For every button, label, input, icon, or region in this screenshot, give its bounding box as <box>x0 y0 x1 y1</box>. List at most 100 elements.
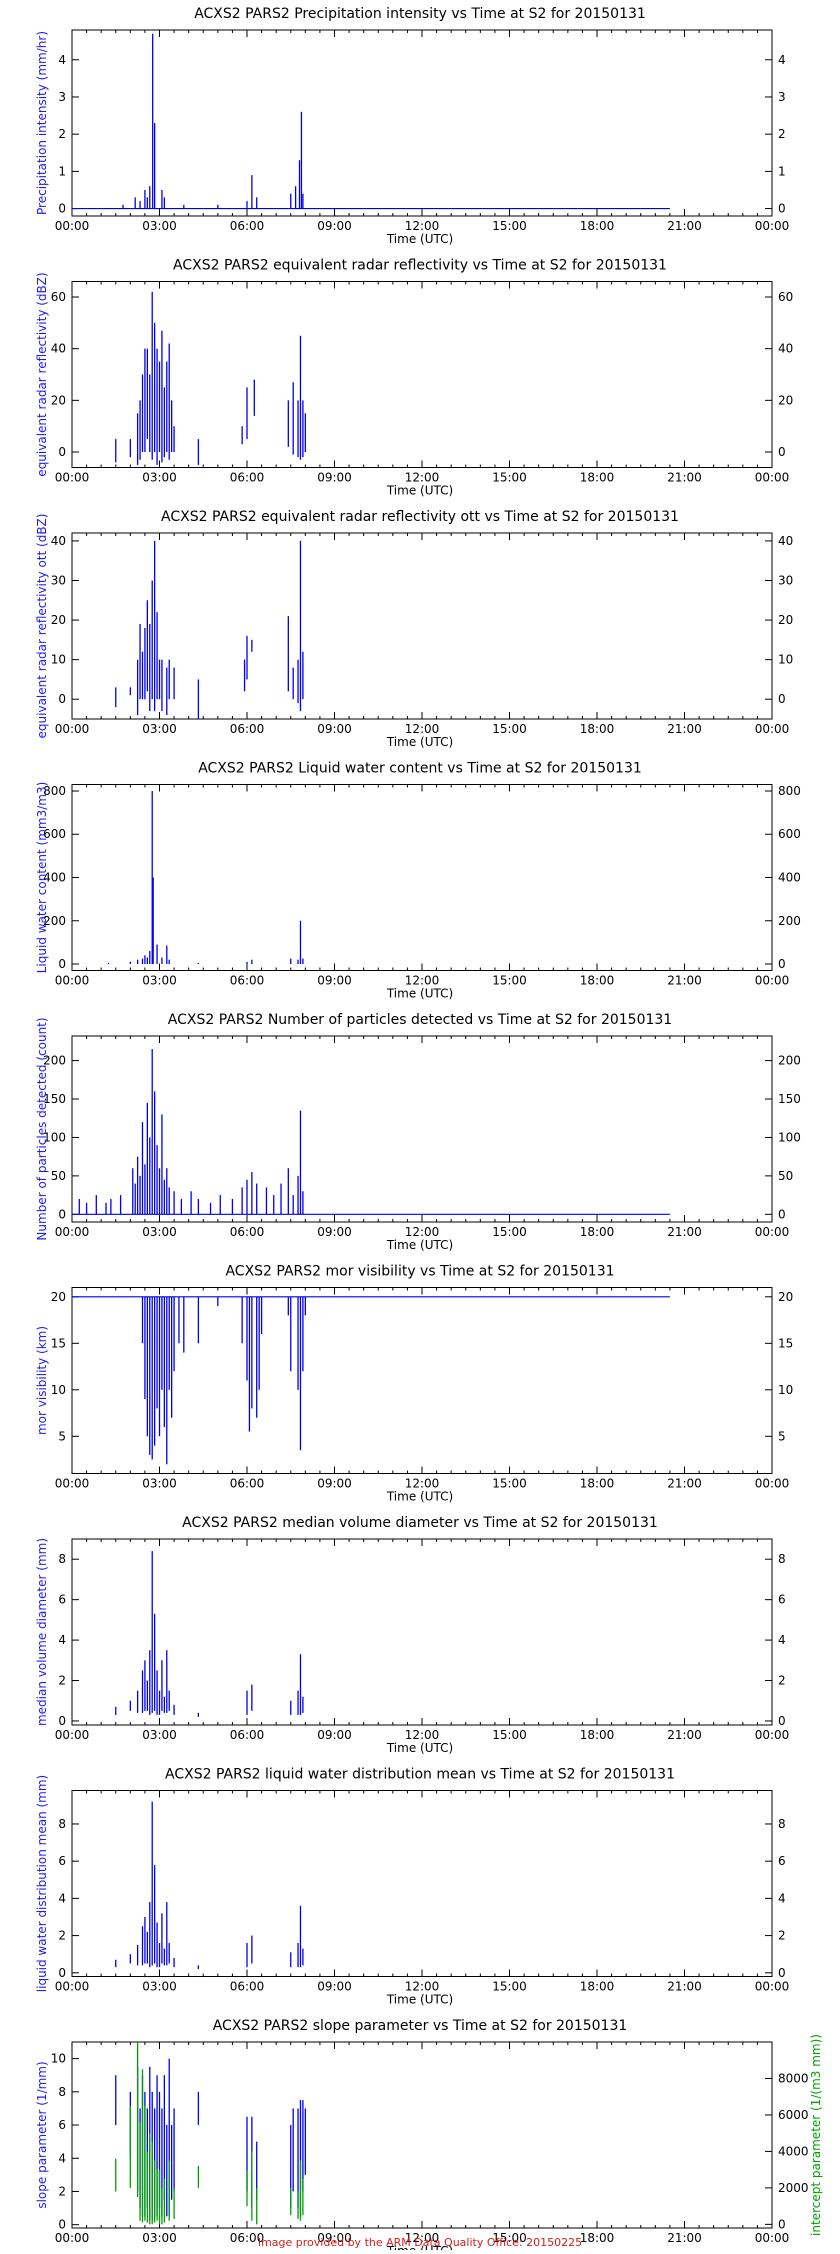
panel-9-y2-tick-label: 8000 <box>778 2071 809 2085</box>
panel-5-y-tick-label-right: 200 <box>778 1054 801 1068</box>
panel-9-plot-frame <box>71 2041 773 2229</box>
panel-3-x-axis-label: Time (UTC) <box>386 735 453 749</box>
panel-2-y-tick-label-right: 20 <box>778 393 793 407</box>
panel-5-y-tick-label: 100 <box>43 1130 66 1144</box>
panel-9-y-tick-label: 2 <box>58 2184 66 2198</box>
panel-5-y-tick-label: 50 <box>51 1169 66 1183</box>
panel-9-x-tick-label: 09:00 <box>317 2231 352 2245</box>
panel-2-y-tick-label: 40 <box>51 342 66 356</box>
panel-7-y-tick-label: 6 <box>58 1593 66 1607</box>
panel-8-x-tick-label: 09:00 <box>317 1980 352 1994</box>
panel-8-y-tick-label: 6 <box>58 1854 66 1868</box>
panel-9-x-tick-label: 15:00 <box>492 2231 527 2245</box>
panel-4-x-tick-label: 12:00 <box>405 974 440 988</box>
panel-4-x-tick-label: 09:00 <box>317 974 352 988</box>
panel-3-y-tick-label-right: 20 <box>778 613 793 627</box>
panel-8-y-tick-label-right: 8 <box>778 1817 786 1831</box>
panel-1-y-tick-label-right: 1 <box>778 164 786 178</box>
panel-4-y-axis-label: Liquid water content (mm3/m3) <box>35 782 49 974</box>
panel-7-x-tick-label: 00:00 <box>55 1728 90 1742</box>
panel-7-y-tick-label: 0 <box>58 1714 66 1728</box>
panel-3-x-tick-label: 15:00 <box>492 722 527 736</box>
panel-4-x-tick-label: 21:00 <box>667 974 702 988</box>
panel-2-x-tick-label: 18:00 <box>580 471 615 485</box>
panel-4-x-tick-label: 15:00 <box>492 974 527 988</box>
panel-8-x-tick-label: 21:00 <box>667 1980 702 1994</box>
panel-5-x-axis-label: Time (UTC) <box>386 1238 453 1252</box>
panel-8-y-tick-label: 8 <box>58 1817 66 1831</box>
panel-5-x-tick-label: 09:00 <box>317 1225 352 1239</box>
panel-1-y-tick-label: 1 <box>58 164 66 178</box>
panel-9-x-tick-label: 12:00 <box>405 2231 440 2245</box>
panel-3-x-tick-label: 00:00 <box>755 722 790 736</box>
panel-7-y-tick-label: 4 <box>58 1633 66 1647</box>
panel-9-title: ACXS2 PARS2 slope parameter vs Time at S… <box>213 2018 628 2034</box>
panel-6-y-tick-label: 5 <box>58 1429 66 1443</box>
credit-line: Image provided by the ARM Data Quality O… <box>257 2236 583 2249</box>
panel-8-title: ACXS2 PARS2 liquid water distribution me… <box>165 1767 675 1783</box>
panel-1-plot-frame <box>71 29 773 217</box>
panel-1-x-axis-label: Time (UTC) <box>386 232 453 246</box>
panel-7-y-tick-label: 2 <box>58 1674 66 1688</box>
panel-6-x-tick-label: 12:00 <box>405 1477 440 1491</box>
panel-3-y-tick-label-right: 0 <box>778 692 786 706</box>
panel-7-x-axis-label: Time (UTC) <box>386 1741 453 1755</box>
panel-4-y-tick-label-right: 600 <box>778 827 801 841</box>
panel-4-x-tick-label: 00:00 <box>55 974 90 988</box>
panel-1-x-tick-label: 09:00 <box>317 219 352 233</box>
panel-5-x-tick-label: 00:00 <box>755 1225 790 1239</box>
panel-7-y-tick-label-right: 4 <box>778 1633 786 1647</box>
panel-6-x-tick-label: 03:00 <box>142 1477 177 1491</box>
panel-8-y-tick-label-right: 6 <box>778 1854 786 1868</box>
panel-6-plot-frame <box>71 1287 773 1474</box>
panel-3-y-tick-label-right: 30 <box>778 573 793 587</box>
panel-7-y-axis-label: median volume diameter (mm) <box>35 1538 49 1726</box>
panel-9-y2-axis-label: intercept parameter (1/(m3 mm)) <box>809 2034 823 2236</box>
panel-6-title: ACXS2 PARS2 mor visibility vs Time at S2… <box>225 1264 614 1280</box>
panel-2-x-tick-label: 12:00 <box>405 471 440 485</box>
panel-7-title: ACXS2 PARS2 median volume diameter vs Ti… <box>182 1515 658 1531</box>
panel-5-y-tick-label: 200 <box>43 1054 66 1068</box>
panel-2-x-tick-label: 15:00 <box>492 471 527 485</box>
panel-8-x-tick-label: 00:00 <box>755 1980 790 1994</box>
panel-7-x-tick-label: 18:00 <box>580 1728 615 1742</box>
panel-4-x-tick-label: 03:00 <box>142 974 177 988</box>
panel-1-x-tick-label: 06:00 <box>230 219 265 233</box>
panel-9-x-tick-label: 00:00 <box>55 2231 90 2245</box>
panel-5-x-tick-label: 18:00 <box>580 1225 615 1239</box>
panel-8-y-tick-label: 0 <box>58 1966 66 1980</box>
panel-9-y-tick-label: 6 <box>58 2118 66 2132</box>
panel-9-x-tick-label: 21:00 <box>667 2231 702 2245</box>
panel-5-x-tick-label: 21:00 <box>667 1225 702 1239</box>
panel-4-y-tick-label: 400 <box>43 871 66 885</box>
panel-5-y-tick-label: 0 <box>58 1207 66 1221</box>
panel-2-x-axis-label: Time (UTC) <box>386 484 453 498</box>
panel-3-x-tick-label: 09:00 <box>317 722 352 736</box>
panel-8-x-tick-label: 12:00 <box>405 1980 440 1994</box>
panel-3-y-tick-label-right: 10 <box>778 653 793 667</box>
panel-6-y-tick-label: 10 <box>51 1383 66 1397</box>
panel-7-x-tick-label: 09:00 <box>317 1728 352 1742</box>
panel-9-y-tick-label: 0 <box>58 2218 66 2232</box>
panel-6-y-tick-label-right: 10 <box>778 1383 793 1397</box>
panel-7-y-tick-label-right: 2 <box>778 1674 786 1688</box>
panel-6-x-tick-label: 15:00 <box>492 1477 527 1491</box>
panel-9-x-tick-label: 03:00 <box>142 2231 177 2245</box>
panel-3-plot-frame <box>71 532 773 720</box>
panel-8-x-axis-label: Time (UTC) <box>386 1993 453 2007</box>
panel-8-y-tick-label-right: 0 <box>778 1966 786 1980</box>
panel-3-title: ACXS2 PARS2 equivalent radar reflectivit… <box>161 509 679 525</box>
panel-7-plot-frame <box>71 1538 773 1726</box>
panel-8-y-tick-label: 4 <box>58 1891 66 1905</box>
panel-8-y-tick-label: 2 <box>58 1929 66 1943</box>
panel-1-x-tick-label: 03:00 <box>142 219 177 233</box>
panel-5-x-tick-label: 00:00 <box>55 1225 90 1239</box>
panel-4-y-tick-label-right: 0 <box>778 957 786 971</box>
panel-3-x-tick-label: 12:00 <box>405 722 440 736</box>
panel-9-y-tick-label: 4 <box>58 2151 66 2165</box>
panel-3-y-tick-label-right: 40 <box>778 534 793 548</box>
panel-3-x-tick-label: 03:00 <box>142 722 177 736</box>
panel-3-y-axis-label: equivalent radar reflectivity ott (dBZ) <box>35 514 49 739</box>
